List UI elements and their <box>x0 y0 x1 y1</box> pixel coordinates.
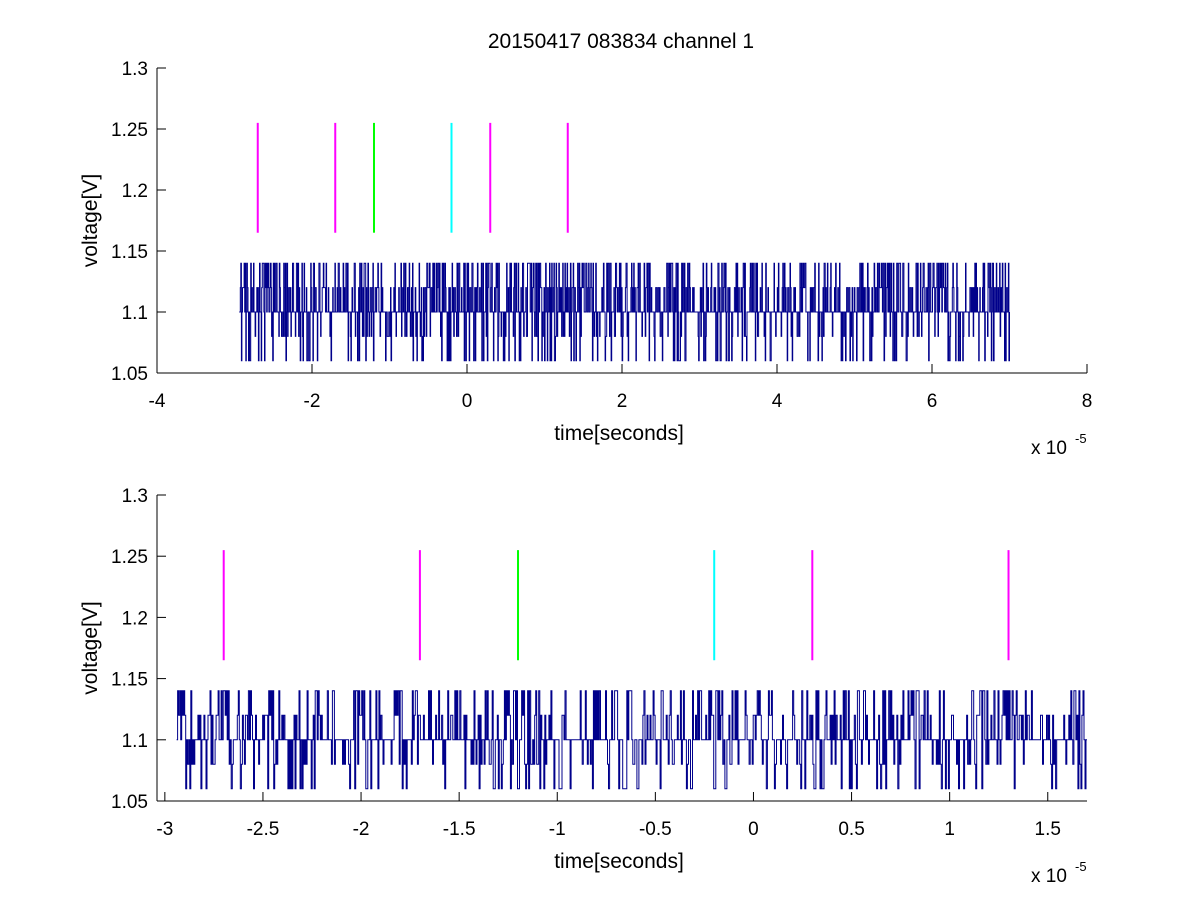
chart-0-x-tick-label-3: 2 <box>617 391 628 412</box>
chart-0-y-tick-label-2: 1.15 <box>111 242 148 263</box>
chart-1-x-tick-label-7: 0.5 <box>838 819 864 840</box>
chart-1-x-tick-label-2: -2 <box>353 819 370 840</box>
chart-1-x-tick-label-4: -1 <box>549 819 566 840</box>
chart-1-x-tick-label-6: 0 <box>748 819 759 840</box>
chart-0-y-tick-label-4: 1.25 <box>111 120 148 141</box>
chart-0-x-axis-label: time[seconds] <box>554 422 684 445</box>
chart-0-signal-series <box>239 262 1010 362</box>
chart-0-x-tick-label-4: 4 <box>772 391 783 412</box>
chart-1-signal-series <box>176 690 1087 790</box>
chart-0-y-axis-label: voltage[V] <box>79 174 102 267</box>
chart-0-x-tick-label-1: -2 <box>304 391 321 412</box>
chart-1-y-axis-label: voltage[V] <box>79 601 102 694</box>
chart-1-x-tick-label-1: -2.5 <box>247 819 280 840</box>
chart-0-y-tick-label-1: 1.1 <box>122 303 148 324</box>
chart-1-y-tick-label-2: 1.15 <box>111 670 148 691</box>
chart-1-x-tick-label-9: 1.5 <box>1035 819 1061 840</box>
chart-0-y-tick-label-3: 1.2 <box>122 181 148 202</box>
chart-0-x-tick-label-5: 6 <box>927 391 938 412</box>
chart-1-x-tick-label-0: -3 <box>156 819 173 840</box>
chart-1-x-axis-label: time[seconds] <box>554 850 684 873</box>
chart-1-y-tick-label-3: 1.2 <box>122 608 148 629</box>
chart-0-y-tick-label-0: 1.05 <box>111 364 148 385</box>
chart-1-y-tick-label-4: 1.25 <box>111 547 148 568</box>
chart-1-x-tick-label-3: -1.5 <box>443 819 476 840</box>
chart-0-x-multiplier-exponent: -5 <box>1075 431 1087 446</box>
chart-0-x-tick-label-6: 8 <box>1082 391 1093 412</box>
chart-1-y-tick-label-0: 1.05 <box>111 792 148 813</box>
chart-1-y-tick-label-1: 1.1 <box>122 731 148 752</box>
figure-title: 20150417 083834 channel 1 <box>488 30 754 53</box>
chart-0-x-tick-label-0: -4 <box>149 391 166 412</box>
chart-0-x-tick-label-2: 0 <box>462 391 473 412</box>
chart-1-x-tick-label-5: -0.5 <box>639 819 672 840</box>
chart-0-y-tick-label-5: 1.3 <box>122 59 148 80</box>
chart-1-x-tick-label-8: 1 <box>944 819 955 840</box>
chart-1-x-multiplier-exponent: -5 <box>1075 859 1087 874</box>
chart-1-y-tick-label-5: 1.3 <box>122 486 148 507</box>
top-plot-axes: -4 -2 0 2 4 6 8 1.05 1.1 1.15 1.2 1.25 1.3 time[secon… <box>79 59 1092 459</box>
chart-1-x-multiplier: x 10 <box>1031 866 1067 887</box>
bottom-plot-axes: -3 -2.5 -2 -1.5 -1 -0.5 0 0.5 1 1.5 1.05 1.1 1.15 1.2… <box>79 486 1087 887</box>
chart-0-x-multiplier: x 10 <box>1031 438 1067 459</box>
